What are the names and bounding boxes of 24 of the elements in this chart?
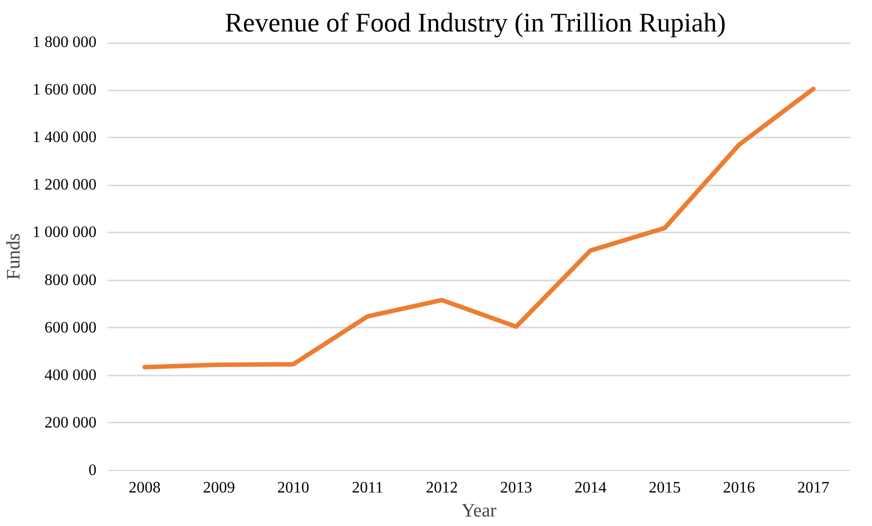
x-tick-label: 2009 bbox=[202, 480, 235, 496]
y-tick-label: 1 000 000 bbox=[32, 224, 96, 242]
x-tick-label: 2013 bbox=[500, 480, 532, 496]
x-tick-label: 2011 bbox=[352, 480, 384, 496]
y-axis-title: Funds bbox=[4, 233, 24, 280]
line-series bbox=[142, 86, 816, 370]
chart-title: Revenue of Food Industry (in Trillion Rupiah) bbox=[224, 8, 726, 38]
x-tick-label: 2015 bbox=[648, 480, 681, 496]
x-tick-label: 2014 bbox=[574, 480, 606, 496]
x-tick-label: 2008 bbox=[128, 480, 161, 496]
y-tick-label: 1 200 000 bbox=[32, 176, 96, 194]
y-tick-label: 200 000 bbox=[44, 414, 96, 432]
y-tick-label: 1 600 000 bbox=[32, 82, 96, 99]
x-tick-label: 2010 bbox=[277, 480, 310, 496]
y-tick-label: 1 800 000 bbox=[32, 34, 96, 51]
y-tick-label: 800 000 bbox=[44, 272, 96, 289]
y-tick-label: 1 400 000 bbox=[32, 129, 96, 146]
x-tick-label: 2017 bbox=[797, 480, 830, 496]
x-tick-label: 2012 bbox=[426, 480, 458, 496]
x-tick-label: 2016 bbox=[723, 480, 756, 496]
y-tick-label: 0 bbox=[88, 462, 96, 479]
x-axis-title: Year bbox=[461, 500, 498, 522]
y-tick-label: 600 000 bbox=[44, 319, 96, 336]
y-tick-label: 400 000 bbox=[44, 366, 96, 384]
